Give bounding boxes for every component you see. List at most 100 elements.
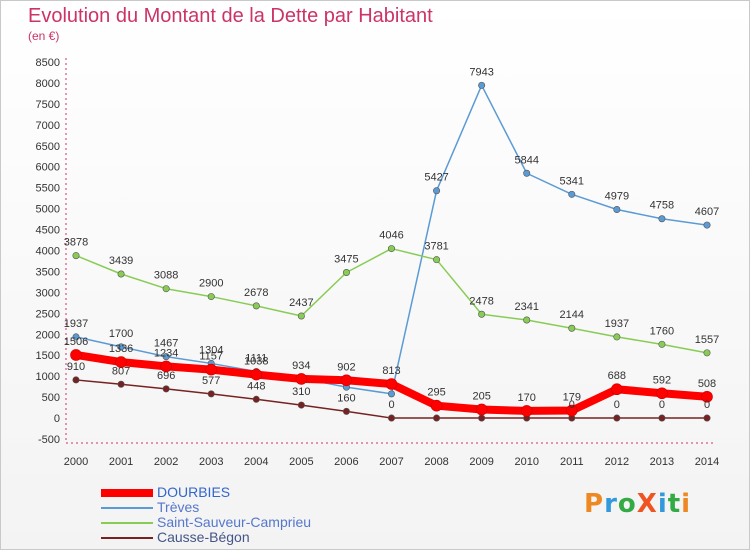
data-point [342, 268, 350, 276]
data-point [297, 401, 305, 409]
data-label: 1506 [64, 336, 88, 348]
data-point [70, 349, 82, 361]
data-label: 5427 [424, 172, 448, 184]
data-point [433, 414, 441, 422]
data-point [207, 390, 215, 398]
data-point [568, 324, 576, 332]
data-point [250, 368, 263, 381]
data-point [658, 215, 666, 223]
data-point [385, 378, 398, 390]
data-point [387, 390, 395, 398]
legend-swatch [101, 507, 153, 509]
x-tick-label: 2009 [469, 456, 493, 468]
data-label: 1467 [154, 338, 178, 350]
data-point [523, 316, 531, 324]
data-label: 2678 [244, 287, 268, 299]
legend-swatch [101, 522, 153, 524]
data-point [656, 387, 668, 400]
x-tick-label: 2007 [379, 456, 403, 468]
data-label: 696 [157, 370, 175, 382]
data-point [162, 353, 170, 361]
x-tick-label: 2002 [154, 456, 178, 468]
proxiti-logo: ProXiti [584, 489, 692, 519]
data-label: 160 [337, 392, 355, 404]
data-label: 0 [614, 399, 620, 411]
data-label: 1937 [605, 318, 629, 330]
data-point [475, 403, 488, 416]
data-label: 1304 [199, 344, 223, 356]
data-label: 3088 [154, 270, 178, 282]
x-tick-label: 2006 [334, 456, 358, 468]
data-point [565, 404, 578, 417]
y-tick-label: 4500 [36, 225, 60, 237]
data-label: 508 [698, 378, 716, 390]
legend-swatch [101, 489, 153, 497]
data-label: 448 [247, 380, 265, 392]
legend-label: Saint-Sauveur-Camprieu [157, 514, 312, 530]
x-tick-label: 2003 [199, 456, 223, 468]
data-point [252, 302, 260, 310]
data-point [523, 169, 531, 177]
data-label: 902 [337, 361, 355, 373]
data-label: 1157 [199, 351, 223, 363]
data-point [340, 374, 353, 387]
data-point [205, 363, 218, 376]
data-label: 934 [292, 360, 310, 372]
data-label: 1336 [109, 343, 133, 355]
data-point [117, 343, 125, 351]
data-point [162, 285, 170, 293]
data-label: 0 [388, 399, 394, 411]
data-label: 4046 [379, 230, 403, 242]
data-point [658, 414, 666, 422]
data-point [613, 205, 621, 213]
data-point [117, 270, 125, 278]
data-point [703, 221, 711, 229]
data-point [433, 256, 441, 264]
y-tick-label: 3000 [36, 287, 60, 299]
x-tick-label: 2010 [514, 456, 538, 468]
data-label: 3439 [109, 255, 133, 267]
y-tick-label: 2000 [36, 329, 60, 341]
data-label: 4758 [650, 200, 674, 212]
data-point [387, 414, 395, 422]
data-label: 592 [653, 374, 671, 386]
data-label: 2341 [514, 301, 538, 313]
y-tick-label: 1000 [36, 371, 60, 383]
data-point [611, 383, 623, 396]
data-point [701, 390, 713, 403]
y-tick-label: 6000 [36, 162, 60, 174]
data-point [433, 187, 441, 195]
data-label: 0 [659, 399, 665, 411]
data-label: 2900 [199, 278, 223, 290]
y-tick-label: 500 [42, 392, 60, 404]
data-label: 1700 [109, 328, 133, 340]
data-label: 5844 [514, 154, 538, 166]
x-tick-label: 2014 [695, 456, 719, 468]
data-point [252, 395, 260, 403]
x-tick-label: 2000 [64, 456, 88, 468]
x-tick-label: 2005 [289, 456, 313, 468]
y-tick-label: 4000 [36, 246, 60, 258]
data-label: 910 [67, 361, 85, 373]
data-point [520, 405, 533, 417]
data-point [160, 360, 172, 373]
data-point [115, 356, 127, 368]
data-point [342, 407, 350, 415]
y-tick-label: 7500 [36, 99, 60, 111]
x-tick-label: 2012 [605, 456, 629, 468]
y-tick-label: 8000 [36, 78, 60, 90]
y-tick-label: 5500 [36, 183, 60, 195]
data-label: 0 [569, 399, 575, 411]
y-tick-label: 7000 [36, 120, 60, 132]
data-label: 1234 [154, 347, 178, 359]
legend-label: Causse-Bégon [157, 529, 250, 545]
data-label: 3475 [334, 253, 358, 265]
data-point [478, 310, 486, 318]
data-point [703, 414, 711, 422]
data-label: 2437 [289, 297, 313, 309]
data-label: 3878 [64, 237, 88, 249]
data-label: 813 [382, 365, 400, 377]
data-label: 1937 [64, 318, 88, 330]
data-label: 1557 [695, 334, 719, 346]
